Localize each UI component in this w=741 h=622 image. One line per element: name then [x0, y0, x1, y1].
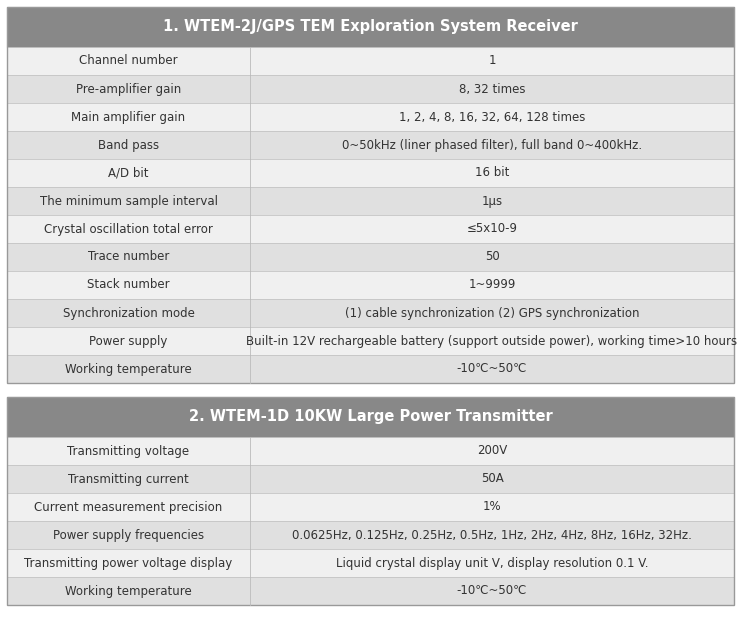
Text: Crystal oscillation total error: Crystal oscillation total error [44, 223, 213, 236]
Bar [7, 299, 734, 327]
Text: Transmitting voltage: Transmitting voltage [67, 445, 190, 458]
Bar [7, 549, 734, 577]
Bar [7, 243, 734, 271]
Bar [7, 521, 734, 549]
Text: Synchronization mode: Synchronization mode [62, 307, 194, 320]
Text: 1: 1 [488, 55, 496, 68]
Text: Built-in 12V rechargeable battery (support outside power), working time>10 hours: Built-in 12V rechargeable battery (suppo… [247, 335, 737, 348]
Text: A/D bit: A/D bit [108, 167, 149, 180]
Text: 50A: 50A [481, 473, 503, 486]
Bar [7, 47, 734, 75]
Bar [7, 215, 734, 243]
Bar [7, 103, 734, 131]
Text: Channel number: Channel number [79, 55, 178, 68]
Text: 1%: 1% [482, 501, 502, 514]
Text: (1) cable synchronization (2) GPS synchronization: (1) cable synchronization (2) GPS synchr… [345, 307, 639, 320]
Text: 1μs: 1μs [482, 195, 502, 208]
Text: Current measurement precision: Current measurement precision [34, 501, 222, 514]
Text: 50: 50 [485, 251, 499, 264]
Text: Liquid crystal display unit V, display resolution 0.1 V.: Liquid crystal display unit V, display r… [336, 557, 648, 570]
Bar [7, 187, 734, 215]
Text: 1. WTEM-2J/GPS TEM Exploration System Receiver: 1. WTEM-2J/GPS TEM Exploration System Re… [163, 19, 578, 34]
Text: -10℃~50℃: -10℃~50℃ [456, 363, 527, 376]
Text: 1~9999: 1~9999 [468, 279, 516, 292]
Text: Power supply frequencies: Power supply frequencies [53, 529, 204, 542]
Bar [7, 7, 734, 47]
Text: 8, 32 times: 8, 32 times [459, 83, 525, 96]
Text: Main amplifier gain: Main amplifier gain [71, 111, 185, 124]
Bar [7, 131, 734, 159]
Text: 16 bit: 16 bit [475, 167, 509, 180]
Bar [7, 75, 734, 103]
Text: Transmitting current: Transmitting current [68, 473, 189, 486]
Text: -10℃~50℃: -10℃~50℃ [456, 585, 527, 598]
Text: 0.0625Hz, 0.125Hz, 0.25Hz, 0.5Hz, 1Hz, 2Hz, 4Hz, 8Hz, 16Hz, 32Hz.: 0.0625Hz, 0.125Hz, 0.25Hz, 0.5Hz, 1Hz, 2… [292, 529, 692, 542]
Text: Power supply: Power supply [90, 335, 167, 348]
Text: ≤5x10-9: ≤5x10-9 [467, 223, 517, 236]
Bar [7, 355, 734, 383]
Text: 200V: 200V [477, 445, 507, 458]
Text: 2. WTEM-1D 10KW Large Power Transmitter: 2. WTEM-1D 10KW Large Power Transmitter [189, 409, 552, 424]
Text: Pre-amplifier gain: Pre-amplifier gain [76, 83, 181, 96]
Bar [7, 437, 734, 465]
Bar [7, 7, 734, 383]
Bar [7, 397, 734, 605]
Bar [7, 577, 734, 605]
Text: Stack number: Stack number [87, 279, 170, 292]
Text: Working temperature: Working temperature [65, 585, 192, 598]
Bar [7, 465, 734, 493]
Bar [7, 159, 734, 187]
Bar [7, 327, 734, 355]
Text: Transmitting power voltage display: Transmitting power voltage display [24, 557, 233, 570]
Bar [7, 397, 734, 437]
Text: 1, 2, 4, 8, 16, 32, 64, 128 times: 1, 2, 4, 8, 16, 32, 64, 128 times [399, 111, 585, 124]
Bar [7, 493, 734, 521]
Text: Trace number: Trace number [88, 251, 169, 264]
Bar [7, 271, 734, 299]
Text: The minimum sample interval: The minimum sample interval [39, 195, 218, 208]
Text: 0~50kHz (liner phased filter), full band 0~400kHz.: 0~50kHz (liner phased filter), full band… [342, 139, 642, 152]
Text: Band pass: Band pass [98, 139, 159, 152]
Text: Working temperature: Working temperature [65, 363, 192, 376]
